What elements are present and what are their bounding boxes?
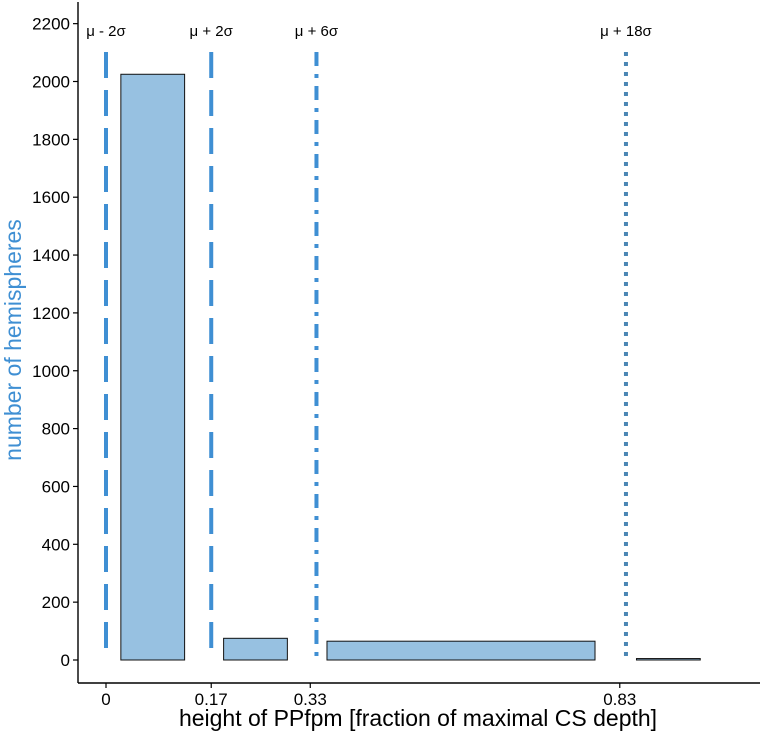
y-tick-label: 2200 (32, 15, 70, 34)
y-tick-label: 1800 (32, 130, 70, 149)
x-tick-label: 0.83 (603, 690, 636, 709)
reference-lines-layer: μ - 2σ μ + 2σ μ + 6σ μ + 18σ (86, 23, 653, 660)
y-tick-label: 400 (42, 535, 70, 554)
y-tick-label: 1200 (32, 304, 70, 323)
reference-line-label: μ + 6σ (295, 23, 339, 40)
x-tick-label: 0.33 (294, 690, 327, 709)
x-tick-label: 0 (101, 690, 110, 709)
y-tick-label: 200 (42, 593, 70, 612)
histogram-bar (635, 658, 701, 661)
y-tick-label: 1600 (32, 188, 70, 207)
histogram-bar (223, 637, 288, 661)
y-axis-title: number of hemispheres (0, 219, 26, 461)
y-tick-label: 800 (42, 420, 70, 439)
histogram-bar (326, 640, 596, 661)
reference-line-label: μ - 2σ (86, 23, 126, 40)
x-ticks-layer: 0 0.17 0.33 0.83 (101, 683, 636, 709)
y-ticks-layer: 0 200 400 600 800 1000 1200 1400 1600 1800 2000 220… (32, 15, 78, 670)
y-tick-label: 600 (42, 477, 70, 496)
y-tick-label: 2000 (32, 73, 70, 92)
x-tick-label: 0.17 (195, 690, 228, 709)
reference-line-label: μ + 18σ (600, 23, 652, 40)
y-tick-label: 1000 (32, 362, 70, 381)
reference-line-label: μ + 2σ (190, 23, 234, 40)
x-axis-title: height of PPfpm [fraction of maximal CS … (179, 705, 657, 731)
y-tick-label: 0 (61, 651, 70, 670)
bars-layer (120, 73, 701, 661)
y-tick-label: 1400 (32, 246, 70, 265)
histogram-bar (120, 73, 186, 661)
